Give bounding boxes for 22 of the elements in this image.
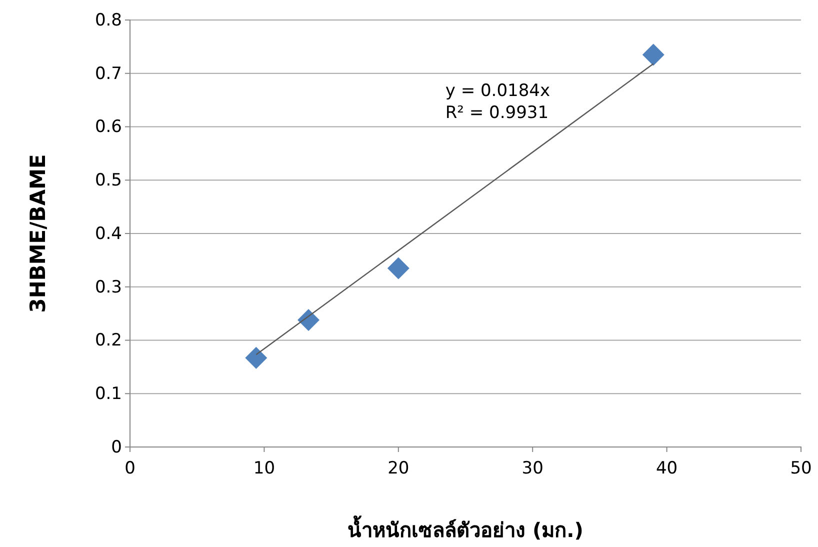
point: [297, 308, 320, 331]
y-tick-label: 0.6: [94, 117, 122, 138]
y-tick-label: 0.3: [94, 277, 122, 298]
y-axis-title: 3HBME/BAME: [26, 154, 50, 313]
y-tick-label: 0.4: [94, 224, 122, 244]
y-tick-label: 0.1: [94, 384, 122, 404]
y-tick-label: 0.8: [94, 10, 122, 30]
point: [387, 257, 410, 280]
x-tick-label: 30: [522, 458, 544, 479]
x-tick-label: 20: [388, 458, 410, 479]
y-tick-label: 0: [111, 437, 122, 458]
x-tick-label: 10: [253, 458, 276, 479]
point: [642, 44, 664, 66]
x-tick-label: 50: [790, 458, 812, 479]
y-tick-label: 0.5: [94, 170, 122, 191]
x-axis-title: น้ำหนักเซลล์ตัวอย่าง (มก.): [348, 515, 584, 542]
x-tick-label: 40: [656, 458, 678, 479]
y-tick-label: 0.7: [94, 64, 122, 84]
y-tick-label: 0.2: [94, 330, 122, 351]
point: [245, 346, 268, 369]
x-tick-label: 0: [124, 458, 136, 479]
annotation: y = 0.0184x R² = 0.9931: [445, 81, 550, 124]
